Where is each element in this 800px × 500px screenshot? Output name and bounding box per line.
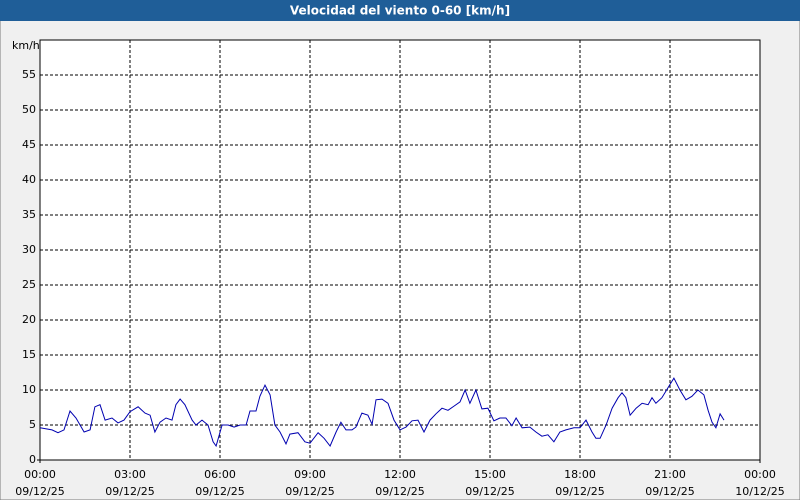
y-tick-label: 50 bbox=[22, 103, 36, 116]
y-tick-label: 10 bbox=[22, 383, 36, 396]
x-tick-date: 09/12/25 bbox=[645, 485, 694, 498]
x-tick-date: 09/12/25 bbox=[465, 485, 514, 498]
wind-line bbox=[39, 377, 725, 448]
x-tick-label: 18:00 bbox=[564, 468, 596, 481]
y-tick-label: 25 bbox=[22, 278, 36, 291]
x-tick-label: 21:00 bbox=[654, 468, 686, 481]
x-tick-label: 00:00 bbox=[24, 468, 56, 481]
chart-title: Velocidad del viento 0-60 [km/h] bbox=[290, 4, 510, 18]
x-tick-date: 10/12/25 bbox=[735, 485, 784, 498]
x-tick-date: 09/12/25 bbox=[105, 485, 154, 498]
y-tick-label: 40 bbox=[22, 173, 36, 186]
x-tick-label: 15:00 bbox=[474, 468, 506, 481]
y-tick-label: 35 bbox=[22, 208, 36, 221]
x-tick-date: 09/12/25 bbox=[285, 485, 334, 498]
x-tick-date: 09/12/25 bbox=[555, 485, 604, 498]
title-bar bbox=[0, 0, 800, 21]
y-tick-label: 15 bbox=[22, 348, 36, 361]
y-axis-label: km/h bbox=[12, 39, 40, 52]
x-tick-label: 00:00 bbox=[744, 468, 776, 481]
y-tick-label: 45 bbox=[22, 138, 36, 151]
y-tick-label: 20 bbox=[22, 313, 36, 326]
x-tick-date: 09/12/25 bbox=[15, 485, 64, 498]
x-tick-label: 03:00 bbox=[114, 468, 146, 481]
x-tick-label: 06:00 bbox=[204, 468, 236, 481]
y-tick-label: 30 bbox=[22, 243, 36, 256]
y-tick-label: 55 bbox=[22, 68, 36, 81]
y-tick-label: 0 bbox=[29, 453, 36, 466]
x-tick-date: 09/12/25 bbox=[195, 485, 244, 498]
x-tick-date: 09/12/25 bbox=[375, 485, 424, 498]
x-tick-label: 09:00 bbox=[294, 468, 326, 481]
y-tick-label: 5 bbox=[29, 418, 36, 431]
x-tick-label: 12:00 bbox=[384, 468, 416, 481]
